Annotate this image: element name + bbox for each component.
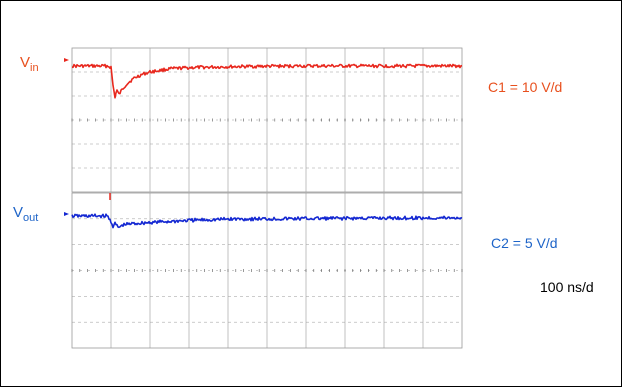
vin-label-main: V (20, 54, 31, 71)
vin-label-sub: in (30, 62, 39, 74)
vout-trace (71, 213, 463, 229)
c2-scale-label: C2 = 5 V/d (491, 235, 558, 251)
ch1-ground-marker (64, 58, 69, 62)
ch1-grid (71, 47, 463, 193)
vout-label-main: V (13, 204, 24, 221)
c1-scale-label: C1 = 10 V/d (488, 79, 563, 95)
vin-label: Vin (20, 54, 39, 75)
timebase-label: 100 ns/d (540, 279, 594, 295)
ch2-ground-marker (64, 212, 69, 216)
vout-label: Vout (13, 204, 39, 225)
ch2-grid (71, 192, 463, 349)
vout-label-sub: out (23, 212, 39, 224)
vin-trace (71, 63, 463, 99)
